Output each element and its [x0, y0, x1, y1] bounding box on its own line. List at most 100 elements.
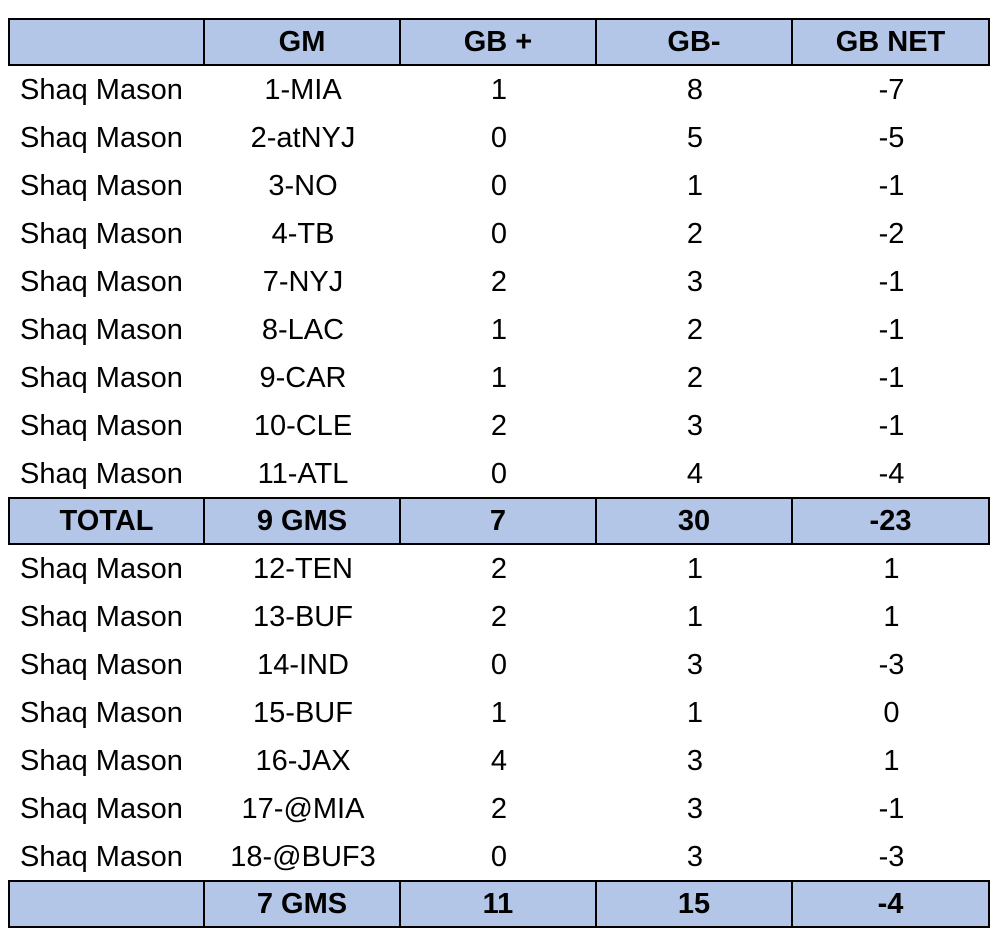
table-cell: Shaq Mason: [20, 361, 183, 394]
table-cell: -1: [878, 313, 905, 346]
table-cell: 1: [883, 600, 900, 633]
table-cell: 4-TB: [271, 217, 335, 250]
data-row: Shaq Mason 10-CLE 2 3 -1: [8, 402, 990, 450]
table-cell: 3: [686, 744, 704, 777]
table-cell: 0: [490, 648, 508, 681]
table-cell: -23: [791, 497, 990, 545]
table-cell: 0: [883, 696, 900, 729]
table-cell: 13-BUF: [253, 600, 353, 633]
table-cell: 1: [883, 552, 900, 585]
data-row: Shaq Mason 8-LAC 1 2 -1: [8, 306, 990, 354]
total-row: TOTAL 9 GMS 7 30 -23: [8, 497, 990, 545]
table-cell: 2: [686, 217, 704, 250]
table-cell: 3: [686, 409, 704, 442]
table-cell: 1: [490, 361, 508, 394]
table-cell: 7: [399, 497, 597, 545]
table-cell: -2: [878, 217, 905, 250]
data-row: Shaq Mason 4-TB 0 2 -2: [8, 210, 990, 258]
header-row: GM GB + GB- GB NET: [8, 18, 990, 66]
table-cell: GM: [203, 18, 401, 66]
data-row: Shaq Mason 1-MIA 1 8 -7: [8, 66, 990, 114]
table-cell: Shaq Mason: [20, 600, 183, 633]
table-cell: -7: [878, 73, 905, 106]
table-cell: GB +: [399, 18, 597, 66]
table-cell: 9-CAR: [259, 361, 347, 394]
table-cell: 14-IND: [257, 648, 349, 681]
table-cell: Shaq Mason: [20, 313, 183, 346]
table-cell: 18-@BUF3: [230, 840, 376, 873]
table-cell: 12-TEN: [253, 552, 353, 585]
table-cell: 2: [490, 552, 508, 585]
table-cell: 1: [490, 696, 508, 729]
table-cell: Shaq Mason: [20, 840, 183, 873]
table-cell: 17-@MIA: [241, 792, 365, 825]
table-cell: Shaq Mason: [20, 265, 183, 298]
table-cell: -1: [878, 409, 905, 442]
table-cell: Shaq Mason: [20, 648, 183, 681]
table-cell: 3: [686, 265, 704, 298]
table-cell: 2: [686, 313, 704, 346]
table-cell: 1-MIA: [264, 73, 342, 106]
table-cell: 8: [686, 73, 704, 106]
table-cell: 0: [490, 840, 508, 873]
table-cell: -1: [878, 169, 905, 202]
data-row: Shaq Mason 11-ATL 0 4 -4: [8, 450, 990, 498]
table-cell: 2: [490, 409, 508, 442]
table-cell: 7 GMS: [203, 880, 401, 928]
table-cell: 3: [686, 840, 704, 873]
table-cell: -5: [878, 121, 905, 154]
table-cell: Shaq Mason: [20, 552, 183, 585]
table-cell: 3: [686, 648, 704, 681]
table-cell: TOTAL: [8, 497, 205, 545]
table-cell: -4: [878, 457, 905, 490]
table-cell: Shaq Mason: [20, 169, 183, 202]
data-row: Shaq Mason 13-BUF 2 1 1: [8, 593, 990, 641]
table-cell: -1: [878, 265, 905, 298]
table-cell: 11-ATL: [257, 457, 349, 490]
table-cell: Shaq Mason: [20, 409, 183, 442]
table-cell: [8, 18, 205, 66]
table-cell: -3: [878, 648, 905, 681]
table-cell: 0: [490, 217, 508, 250]
data-row: Shaq Mason 18-@BUF3 0 3 -3: [8, 833, 990, 881]
data-row: Shaq Mason 14-IND 0 3 -3: [8, 641, 990, 689]
table-cell: Shaq Mason: [20, 457, 183, 490]
data-row: Shaq Mason 15-BUF 1 1 0: [8, 689, 990, 737]
table-cell: Shaq Mason: [20, 696, 183, 729]
table-cell: 15: [595, 880, 793, 928]
table-cell: -1: [878, 361, 905, 394]
table-cell: Shaq Mason: [20, 121, 183, 154]
table-cell: [8, 880, 205, 928]
table-cell: 4: [686, 457, 704, 490]
table-cell: -3: [878, 840, 905, 873]
table-cell: Shaq Mason: [20, 792, 183, 825]
data-row: Shaq Mason 3-NO 0 1 -1: [8, 162, 990, 210]
data-row: Shaq Mason 16-JAX 4 3 1: [8, 737, 990, 785]
table-cell: 0: [490, 457, 508, 490]
stats-table: GM GB + GB- GB NET Shaq Mason 1-MIA 1 8 -7 Shaq M…: [8, 18, 990, 928]
total-row: 7 GMS 11 15 -4: [8, 880, 990, 928]
table-cell: 0: [490, 169, 508, 202]
table-cell: 1: [686, 552, 704, 585]
table-cell: 1: [686, 600, 704, 633]
table-cell: 2: [490, 600, 508, 633]
data-row: Shaq Mason 7-NYJ 2 3 -1: [8, 258, 990, 306]
table-cell: 4: [490, 744, 508, 777]
table-cell: 15-BUF: [253, 696, 353, 729]
data-row: Shaq Mason 17-@MIA 2 3 -1: [8, 785, 990, 833]
table-cell: 1: [686, 696, 704, 729]
table-cell: 2-atNYJ: [250, 121, 356, 154]
table-cell: -1: [878, 792, 905, 825]
table-cell: GB NET: [791, 18, 990, 66]
table-cell: 11: [399, 880, 597, 928]
table-cell: 2: [490, 265, 508, 298]
table-cell: 2: [490, 792, 508, 825]
table-cell: 16-JAX: [255, 744, 351, 777]
table-cell: GB-: [595, 18, 793, 66]
data-row: Shaq Mason 12-TEN 2 1 1: [8, 545, 990, 593]
table-cell: 5: [686, 121, 704, 154]
table-cell: 1: [883, 744, 900, 777]
table-cell: 1: [490, 73, 508, 106]
table-cell: 0: [490, 121, 508, 154]
